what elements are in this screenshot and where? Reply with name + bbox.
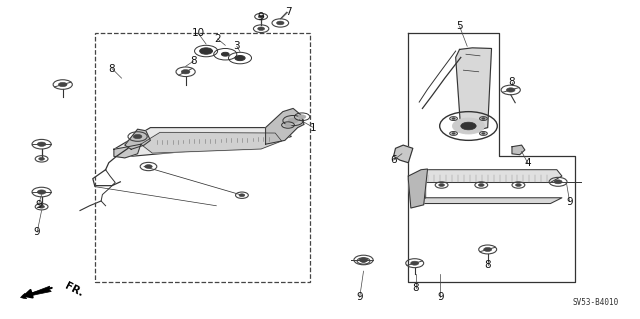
Text: 9: 9: [258, 11, 264, 22]
Text: 8: 8: [190, 56, 196, 66]
Text: 5: 5: [456, 21, 463, 31]
Text: 8: 8: [413, 283, 419, 293]
Polygon shape: [512, 145, 525, 155]
Circle shape: [452, 118, 455, 119]
Text: 7: 7: [285, 7, 291, 17]
Polygon shape: [266, 108, 304, 144]
Circle shape: [452, 118, 484, 134]
Circle shape: [239, 194, 245, 197]
Circle shape: [221, 52, 229, 56]
Text: 1: 1: [310, 122, 317, 133]
Polygon shape: [413, 170, 562, 182]
Polygon shape: [114, 128, 291, 156]
Text: 3: 3: [234, 41, 240, 51]
Text: 9: 9: [35, 200, 42, 210]
Circle shape: [516, 184, 522, 186]
Text: 9: 9: [34, 227, 40, 237]
Polygon shape: [415, 198, 562, 204]
Polygon shape: [415, 176, 426, 204]
Text: 9: 9: [566, 197, 573, 207]
Circle shape: [200, 48, 212, 54]
Circle shape: [288, 118, 298, 123]
Text: 8: 8: [509, 77, 515, 87]
Circle shape: [506, 88, 515, 92]
Text: 8: 8: [109, 63, 115, 74]
Text: 8: 8: [484, 260, 491, 271]
Text: 9: 9: [356, 292, 363, 302]
Circle shape: [411, 261, 419, 265]
Circle shape: [359, 258, 368, 262]
Polygon shape: [408, 169, 428, 208]
Text: 2: 2: [214, 34, 221, 44]
Circle shape: [452, 133, 455, 134]
Circle shape: [37, 190, 46, 194]
Circle shape: [361, 260, 366, 262]
Circle shape: [482, 133, 485, 134]
Circle shape: [37, 142, 46, 146]
Circle shape: [285, 123, 291, 127]
Circle shape: [482, 118, 485, 119]
Circle shape: [133, 134, 142, 139]
Circle shape: [145, 165, 152, 168]
Text: 4: 4: [525, 158, 531, 168]
Polygon shape: [141, 132, 282, 153]
Circle shape: [461, 122, 476, 130]
Circle shape: [258, 27, 264, 30]
Circle shape: [259, 15, 264, 18]
Circle shape: [235, 56, 245, 61]
Polygon shape: [114, 144, 141, 158]
Text: 6: 6: [390, 155, 397, 165]
Text: FR.: FR.: [63, 281, 84, 299]
Circle shape: [58, 82, 67, 87]
Polygon shape: [456, 48, 492, 131]
Circle shape: [298, 115, 306, 119]
Circle shape: [439, 184, 444, 186]
Circle shape: [181, 70, 190, 74]
Circle shape: [554, 180, 562, 184]
Text: SV53-B4010: SV53-B4010: [572, 298, 618, 307]
Circle shape: [276, 21, 284, 25]
Circle shape: [38, 158, 45, 160]
Text: 9: 9: [437, 292, 444, 302]
Text: 10: 10: [192, 28, 205, 39]
Polygon shape: [394, 145, 413, 163]
Circle shape: [38, 205, 45, 208]
Circle shape: [484, 248, 492, 251]
Circle shape: [479, 184, 484, 186]
Polygon shape: [125, 129, 150, 149]
